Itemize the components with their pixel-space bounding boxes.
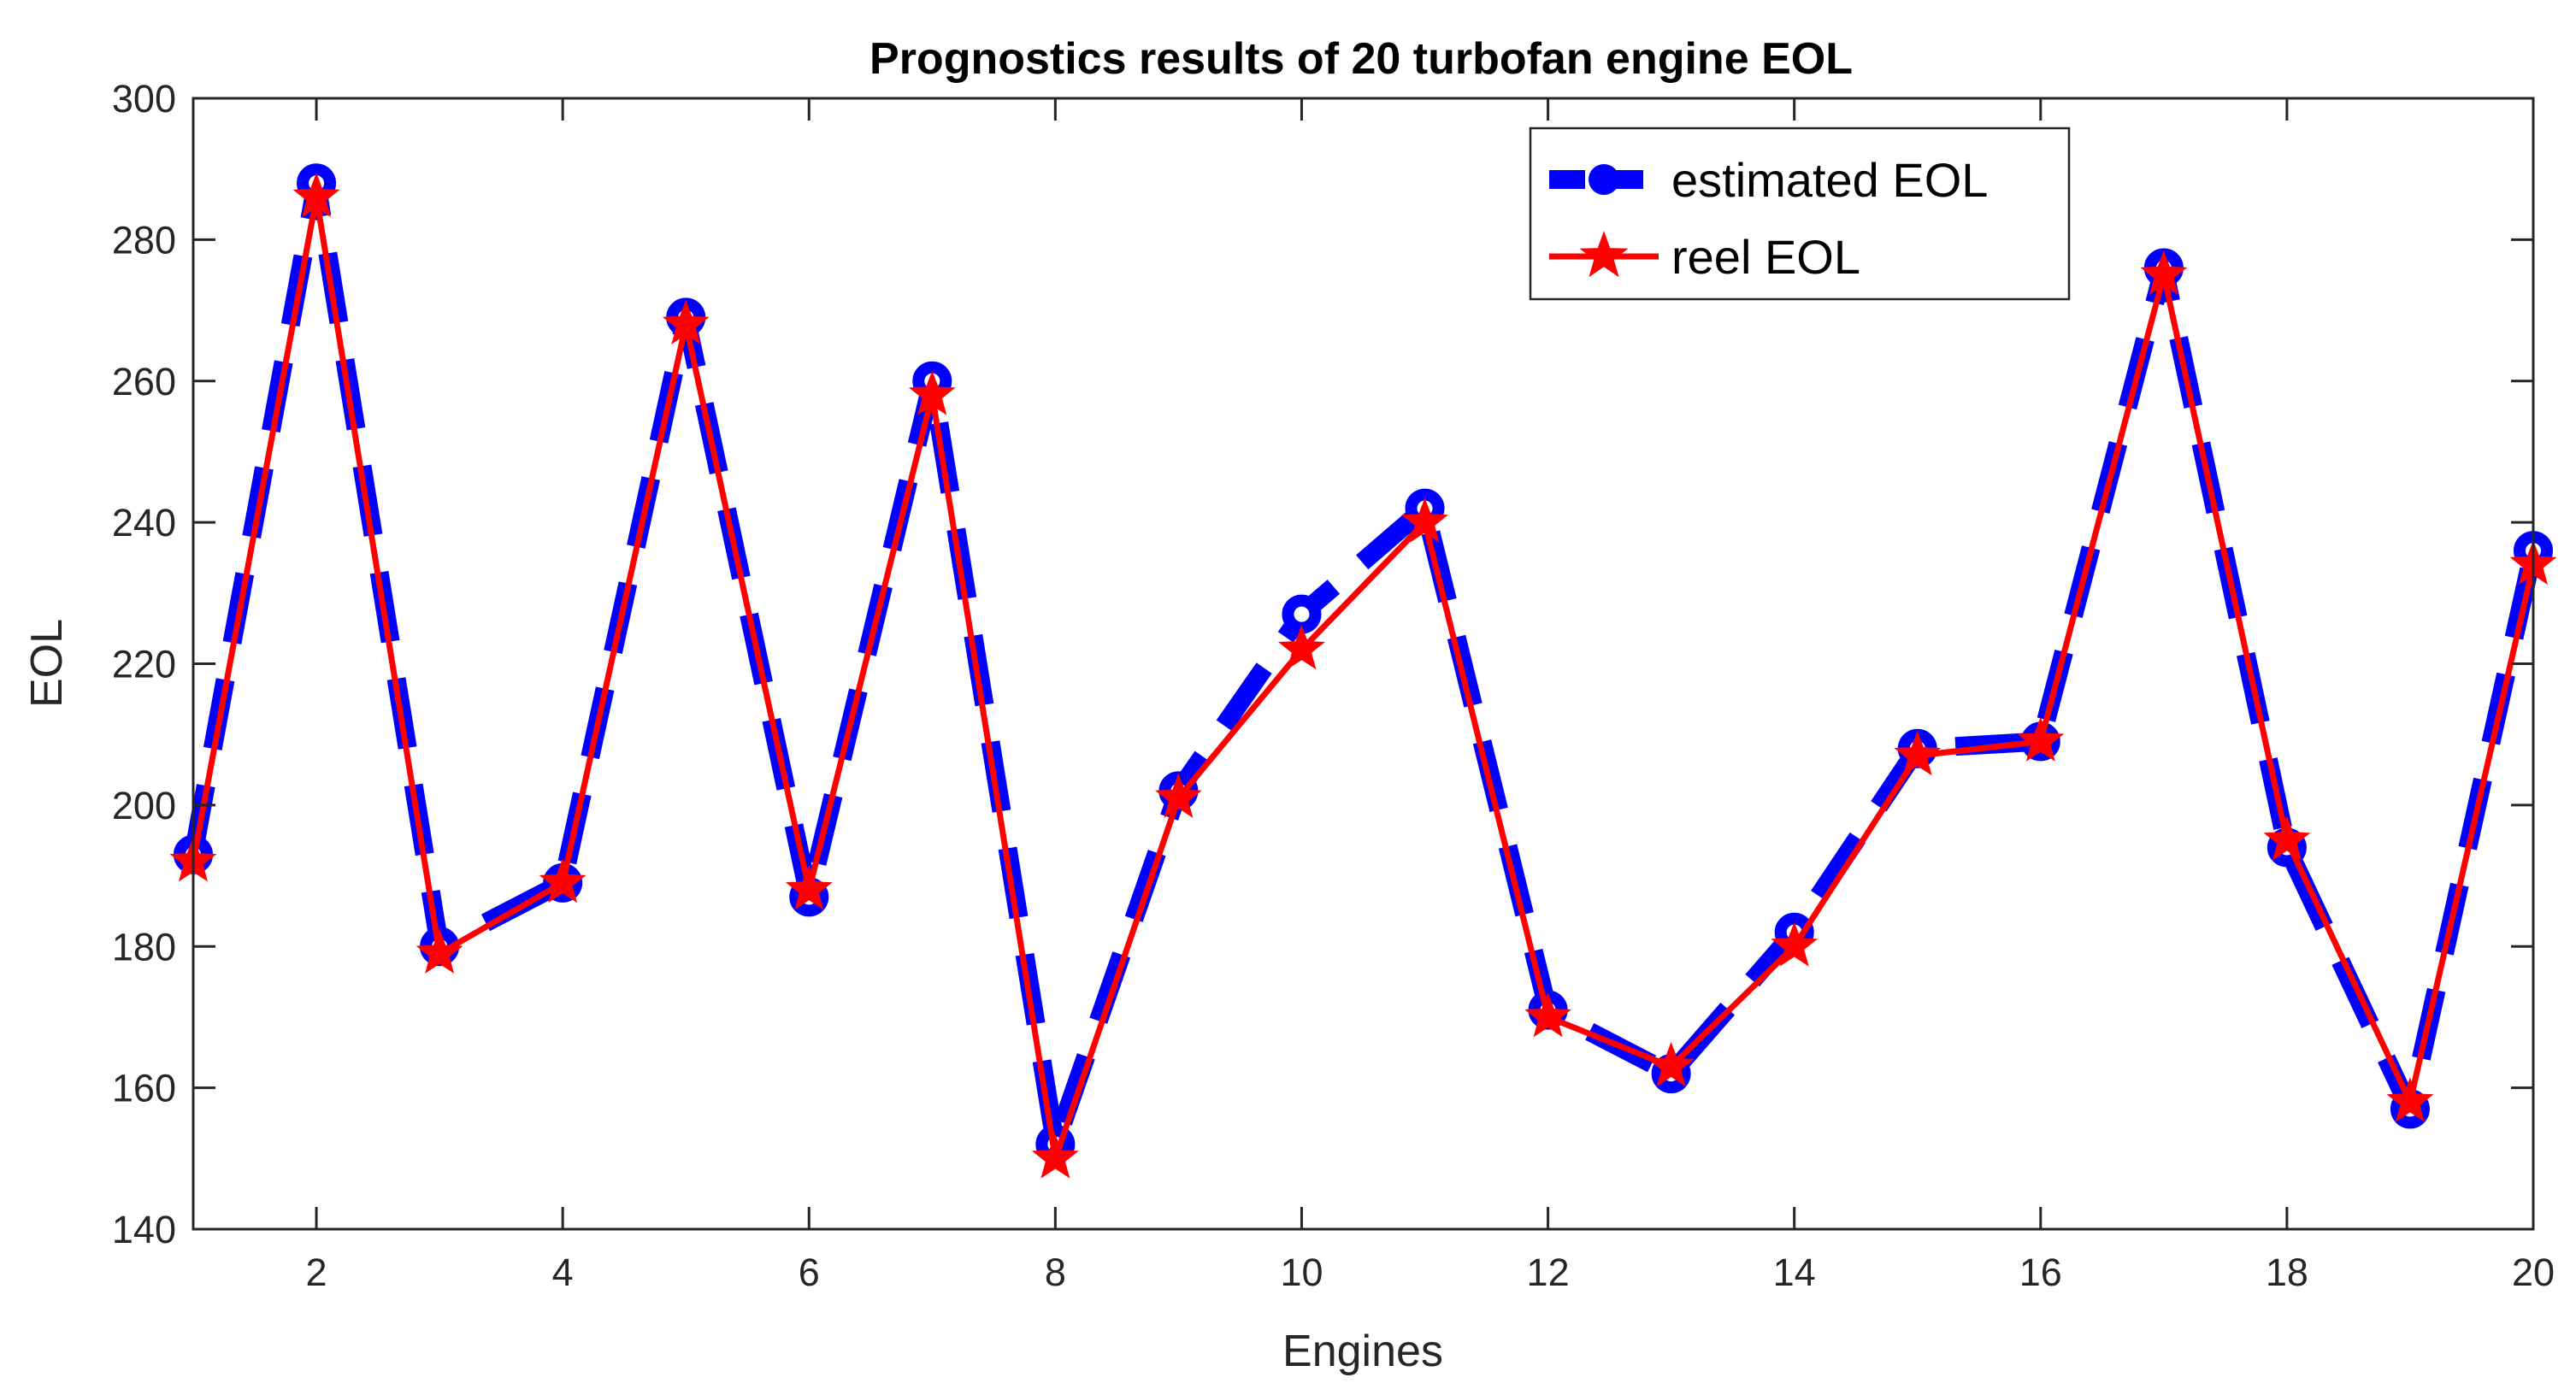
y-tick-label: 180 — [112, 925, 176, 968]
y-tick-label: 220 — [112, 643, 176, 686]
y-tick-label: 160 — [112, 1067, 176, 1110]
series-line-reel — [190, 194, 2537, 1162]
point-reel — [539, 857, 587, 903]
x-tick-label: 12 — [1527, 1251, 1570, 1294]
point-reel — [1648, 1041, 1695, 1087]
x-tick-label: 4 — [552, 1251, 574, 1294]
point-reel — [1031, 1133, 1079, 1179]
legend-label-reel: reel EOL — [1671, 230, 1860, 284]
chart-title: Prognostics results of 20 turbofan engin… — [869, 34, 1853, 84]
y-tick-label: 300 — [112, 77, 176, 121]
data-layer — [169, 163, 2557, 1179]
x-tick-label: 2 — [306, 1251, 327, 1294]
point-reel — [908, 370, 956, 415]
y-tick-label: 240 — [112, 501, 176, 544]
point-reel — [2017, 716, 2065, 762]
point-reel — [662, 299, 710, 344]
point-reel — [1278, 625, 1325, 670]
legend-box — [1529, 127, 2071, 301]
x-tick-label: 6 — [799, 1251, 820, 1294]
x-tick-label: 8 — [1045, 1251, 1066, 1294]
y-axis-label: EOL — [22, 619, 72, 708]
x-tick-label: 20 — [2512, 1251, 2555, 1294]
x-tick-label: 18 — [2266, 1251, 2308, 1294]
y-tick-label: 260 — [112, 360, 176, 403]
y-axis: 140 160 180 200 220 240 260 280 300 — [112, 77, 2533, 1251]
point-reel — [416, 928, 463, 974]
point-reel — [2140, 250, 2188, 296]
point-reel — [1894, 731, 1942, 776]
x-axis: 2 4 6 8 10 12 14 16 18 20 — [306, 98, 2555, 1294]
y-tick-label: 200 — [112, 784, 176, 827]
point-reel — [1771, 921, 1819, 967]
point-reel — [292, 172, 340, 218]
legend-marker-estimated — [1589, 164, 1619, 195]
y-tick-label: 140 — [112, 1208, 176, 1251]
point-reel — [1155, 773, 1202, 818]
point-reel — [2386, 1077, 2434, 1122]
legend-marker-reel — [1579, 231, 1629, 278]
x-axis-label: Engines — [1282, 1327, 1443, 1376]
point-estimated — [1282, 594, 1322, 634]
point-reel — [1401, 497, 1448, 543]
y-tick-label: 280 — [112, 218, 176, 262]
x-tick-label: 16 — [2019, 1251, 2062, 1294]
point-reel — [1524, 992, 1571, 1038]
point-reel — [2263, 815, 2311, 861]
x-tick-label: 14 — [1773, 1251, 1816, 1294]
x-tick-label: 10 — [1280, 1251, 1323, 1294]
legend: estimated EOL reel EOL — [1529, 127, 2071, 301]
legend-label-estimated: estimated EOL — [1671, 153, 1988, 207]
point-reel — [785, 865, 833, 910]
plot-area — [193, 98, 2533, 1229]
